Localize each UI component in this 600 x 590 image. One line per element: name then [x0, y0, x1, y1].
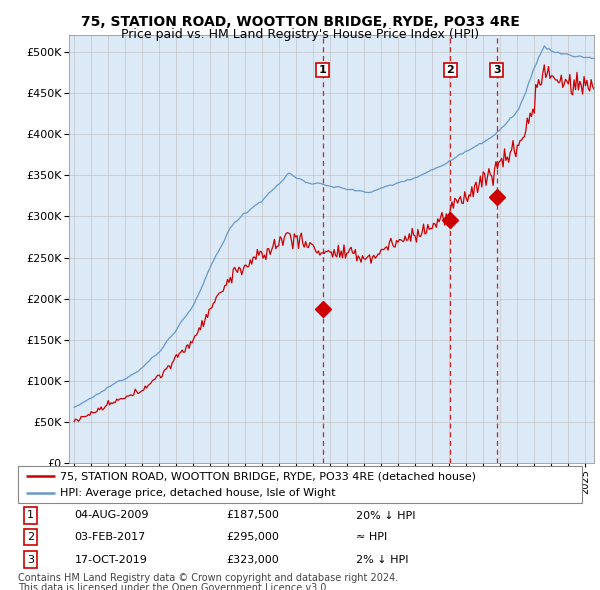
Text: £187,500: £187,500	[227, 510, 280, 520]
Text: 2: 2	[446, 65, 454, 75]
Text: 75, STATION ROAD, WOOTTON BRIDGE, RYDE, PO33 4RE (detached house): 75, STATION ROAD, WOOTTON BRIDGE, RYDE, …	[60, 471, 476, 481]
Text: £323,000: £323,000	[227, 555, 280, 565]
Text: 3: 3	[27, 555, 34, 565]
Text: 2: 2	[27, 532, 34, 542]
Text: 17-OCT-2019: 17-OCT-2019	[74, 555, 147, 565]
Text: 04-AUG-2009: 04-AUG-2009	[74, 510, 149, 520]
Text: 1: 1	[27, 510, 34, 520]
Text: £295,000: £295,000	[227, 532, 280, 542]
Text: Contains HM Land Registry data © Crown copyright and database right 2024.: Contains HM Land Registry data © Crown c…	[18, 573, 398, 584]
FancyBboxPatch shape	[18, 466, 582, 503]
Text: 2% ↓ HPI: 2% ↓ HPI	[356, 555, 409, 565]
Text: ≈ HPI: ≈ HPI	[356, 532, 388, 542]
Text: 1: 1	[319, 65, 326, 75]
Text: This data is licensed under the Open Government Licence v3.0.: This data is licensed under the Open Gov…	[18, 583, 329, 590]
Text: 3: 3	[493, 65, 500, 75]
Text: 03-FEB-2017: 03-FEB-2017	[74, 532, 146, 542]
Text: HPI: Average price, detached house, Isle of Wight: HPI: Average price, detached house, Isle…	[60, 488, 336, 498]
Text: Price paid vs. HM Land Registry's House Price Index (HPI): Price paid vs. HM Land Registry's House …	[121, 28, 479, 41]
Text: 75, STATION ROAD, WOOTTON BRIDGE, RYDE, PO33 4RE: 75, STATION ROAD, WOOTTON BRIDGE, RYDE, …	[80, 15, 520, 30]
Text: 20% ↓ HPI: 20% ↓ HPI	[356, 510, 416, 520]
